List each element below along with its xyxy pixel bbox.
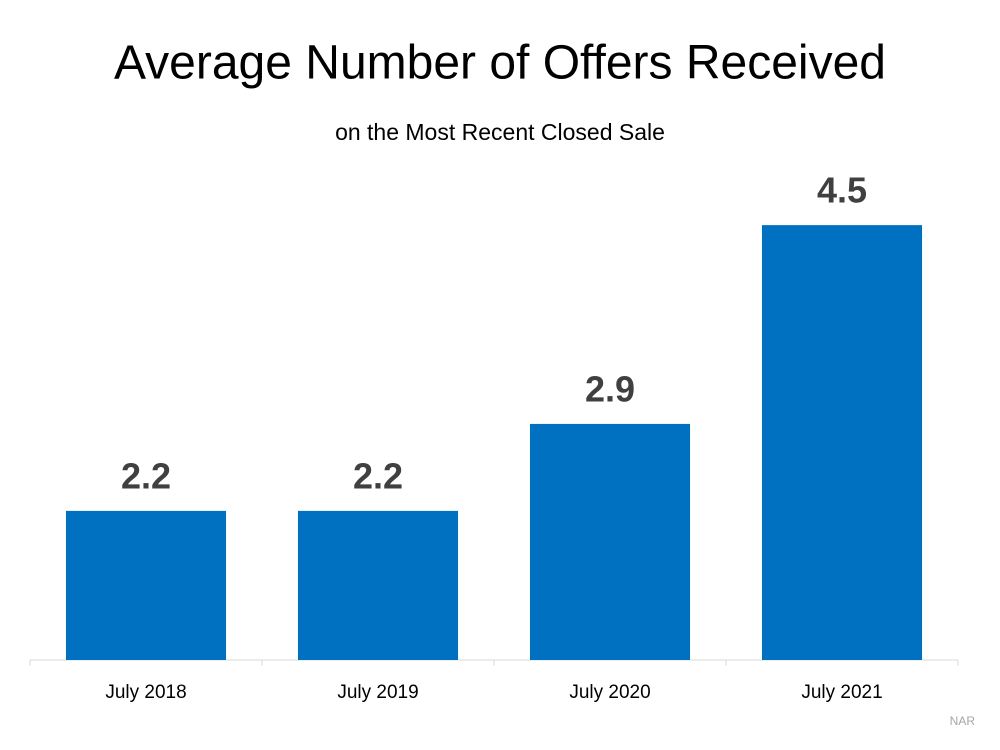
source-note: NAR: [950, 714, 976, 728]
chart-subtitle: on the Most Recent Closed Sale: [335, 119, 665, 145]
x-tick-label: July 2021: [801, 682, 882, 703]
bar: [65, 510, 227, 660]
chart-title: Average Number of Offers Received: [114, 37, 886, 90]
value-label: 2.2: [121, 455, 171, 496]
value-label: 2.2: [353, 455, 403, 496]
value-label: 2.9: [585, 368, 635, 409]
x-tick-label: July 2018: [105, 682, 186, 703]
bar: [761, 225, 923, 660]
x-tick-label: July 2019: [337, 682, 418, 703]
x-tick-label: July 2020: [569, 682, 650, 703]
bar: [297, 510, 459, 660]
bar: [529, 423, 691, 660]
value-label: 4.5: [817, 170, 867, 211]
